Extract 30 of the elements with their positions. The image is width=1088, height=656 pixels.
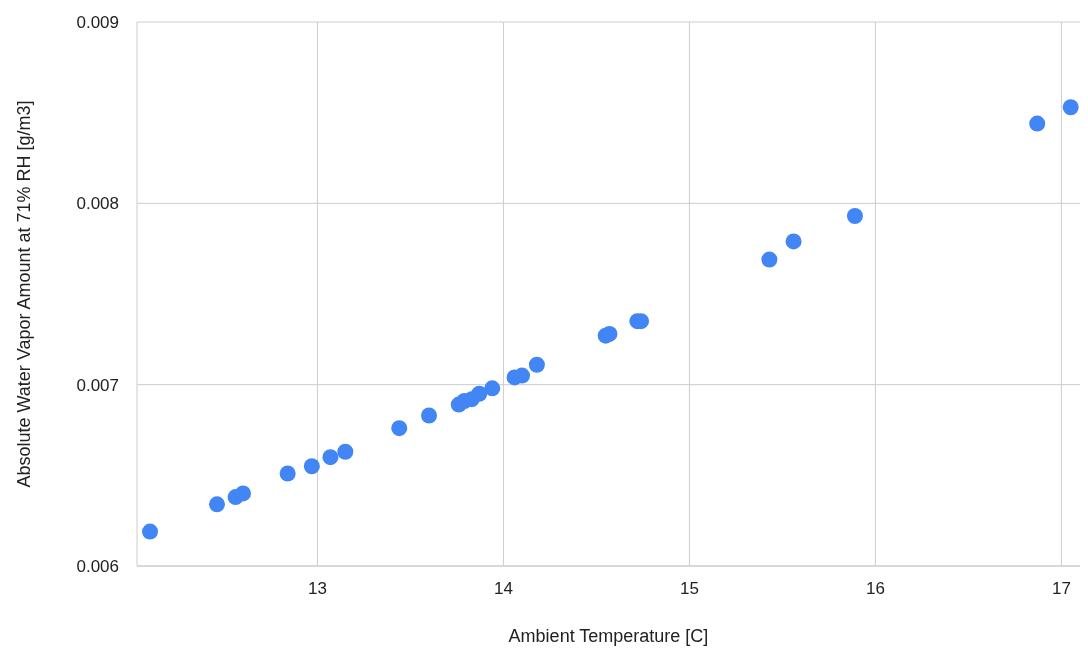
point: [337, 443, 354, 460]
x-axis-title: Ambient Temperature [C]: [508, 626, 709, 646]
point: [484, 380, 501, 397]
point: [1029, 115, 1046, 132]
point: [514, 367, 531, 384]
point: [303, 458, 320, 475]
point: [601, 325, 618, 342]
x-tick-label: 14: [493, 579, 513, 599]
point: [208, 496, 225, 513]
point: [528, 356, 545, 373]
point: [322, 449, 339, 466]
point: [391, 420, 408, 437]
point: [761, 251, 778, 268]
x-tick-label: 16: [865, 579, 885, 599]
y-tick-label: 0.006: [76, 557, 119, 577]
x-tick-label: 17: [1051, 579, 1071, 599]
point: [421, 407, 438, 424]
y-tick-label: 0.009: [76, 13, 119, 33]
point: [1062, 99, 1079, 116]
point: [471, 385, 488, 402]
y-axis-title: Absolute Water Vapor Amount at 71% RH [g/m3]: [14, 100, 35, 488]
x-tick-label: 15: [679, 579, 699, 599]
point: [846, 208, 863, 225]
y-tick-label: 0.007: [76, 375, 119, 395]
x-tick-label: 13: [307, 579, 327, 599]
point: [785, 233, 802, 250]
y-tick-label: 0.008: [76, 194, 119, 214]
point: [142, 523, 159, 540]
point: [279, 465, 296, 482]
point: [235, 485, 252, 502]
